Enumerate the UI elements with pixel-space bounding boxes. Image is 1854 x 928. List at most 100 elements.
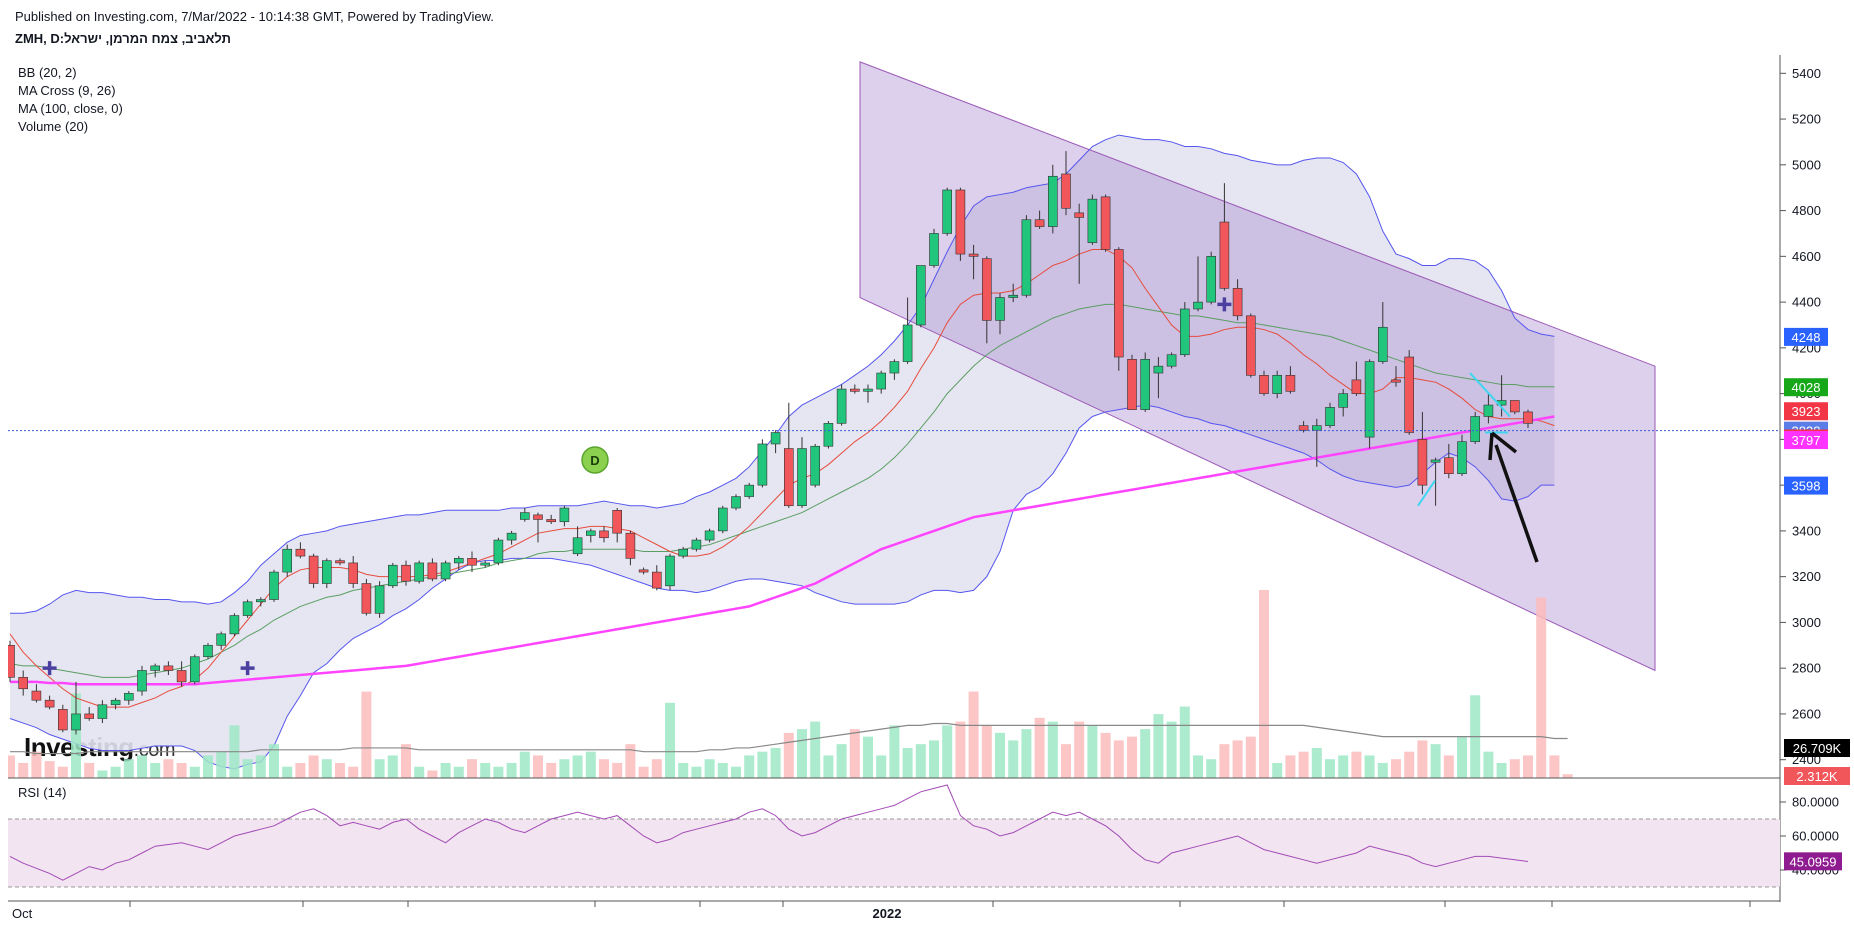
value-tag-label: 3923: [1792, 404, 1821, 419]
candle: [453, 556, 464, 570]
candle-bearish: [651, 571, 662, 589]
candle-bullish: [770, 432, 781, 445]
candle: [1259, 370, 1269, 396]
arrow-head: [1488, 431, 1518, 461]
volume-bar: [1549, 755, 1560, 778]
candle: [1457, 434, 1467, 476]
volume-bar: [84, 762, 95, 778]
candle-bullish: [810, 445, 821, 486]
volume-bar: [519, 751, 530, 778]
bollinger-lower-line: [9, 404, 1555, 770]
candle-bearish: [612, 510, 623, 534]
candle-bullish: [1153, 365, 1164, 374]
rsi-current-label: 45.0959: [1790, 854, 1837, 869]
candle: [150, 663, 160, 678]
candle-bullish: [255, 599, 266, 603]
candle-bullish: [229, 615, 240, 635]
candle: [638, 567, 649, 575]
candle-bearish: [955, 189, 966, 255]
candle: [744, 482, 755, 499]
bollinger-upper-line: [10, 134, 1555, 614]
volume-bar: [150, 762, 161, 778]
volume-bar: [387, 755, 398, 778]
volume-bar: [665, 702, 675, 778]
value-tag-box: [1784, 378, 1828, 397]
indicator-bb[interactable]: BB (20, 2): [18, 65, 77, 80]
candle-bearish: [1074, 212, 1084, 218]
candle-bullish: [1470, 416, 1480, 442]
candle-bullish: [1140, 359, 1150, 410]
candle-bearish: [8, 644, 15, 678]
candle: [1206, 251, 1216, 305]
volume-bar: [1008, 740, 1019, 778]
volume-bar: [678, 762, 689, 778]
volume-bar: [533, 755, 543, 778]
value-tag-box: [1784, 327, 1828, 346]
candle: [625, 530, 636, 566]
candle-bullish: [902, 324, 913, 362]
candle-bullish: [704, 530, 715, 541]
candle-bullish: [929, 233, 939, 266]
volume-bar: [282, 766, 293, 778]
volume-bar: [335, 762, 345, 778]
value-tag-box: [1784, 402, 1828, 421]
candle-bullish: [242, 601, 253, 616]
volume-bar: [942, 725, 953, 778]
dividend-circle: [581, 446, 609, 474]
rsi-title: RSI (14): [18, 785, 67, 800]
volume-bar: [876, 755, 887, 778]
dividend-marker: D: [581, 446, 609, 474]
candle: [876, 370, 887, 394]
candle: [1246, 313, 1256, 378]
volume-bar: [783, 732, 794, 778]
candle: [414, 560, 425, 584]
candle-bullish: [836, 388, 847, 424]
candle: [1523, 409, 1533, 428]
volume-bar: [1483, 751, 1494, 778]
candle: [559, 505, 570, 527]
candle-bullish: [995, 297, 1005, 321]
candle-bullish: [1048, 175, 1058, 227]
candle: [203, 643, 213, 660]
candle-bearish: [1246, 315, 1256, 376]
candle: [691, 537, 702, 552]
volume-bar: [374, 759, 385, 778]
candle-bearish: [308, 555, 319, 584]
indicator-ma-cross[interactable]: MA Cross (9, 26): [18, 83, 116, 98]
candle-bullish: [124, 693, 134, 701]
indicator-volume[interactable]: Volume (20): [18, 119, 89, 134]
candle: [110, 697, 121, 710]
volume-bar: [110, 766, 121, 778]
candle: [955, 187, 966, 261]
candle-bullish: [1378, 326, 1388, 362]
candle: [506, 530, 517, 545]
volume-bar: [599, 759, 609, 778]
candle-bullish: [585, 530, 596, 536]
candle-bearish: [295, 548, 306, 557]
candle-bullish: [440, 562, 451, 580]
candle-bullish: [1021, 219, 1032, 296]
volume-tag-box: [1784, 739, 1850, 757]
candle-bearish: [1114, 249, 1124, 358]
volume-bar: [770, 747, 781, 778]
volume-bar: [955, 721, 966, 778]
volume-bar: [559, 759, 570, 778]
candle: [269, 569, 279, 602]
candle: [1470, 411, 1480, 444]
candle-bullish: [269, 571, 279, 600]
indicator-legend: BB (20, 2) MA Cross (9, 26) MA (100, clo…: [18, 64, 123, 136]
volume-bar: [995, 732, 1005, 778]
volume-bar: [1351, 751, 1362, 778]
time-axis-label: Oct: [12, 906, 33, 921]
candle: [1417, 411, 1428, 495]
volume-bar: [744, 755, 755, 778]
volume-tag-box: [1784, 767, 1850, 785]
volume-bar: [546, 762, 557, 778]
candle-bullish: [889, 361, 900, 374]
candle: [124, 691, 134, 705]
candle-bullish: [731, 496, 741, 509]
candle-bullish: [665, 555, 675, 587]
volume-bar: [797, 729, 807, 778]
indicator-ma100[interactable]: MA (100, close, 0): [18, 101, 123, 116]
